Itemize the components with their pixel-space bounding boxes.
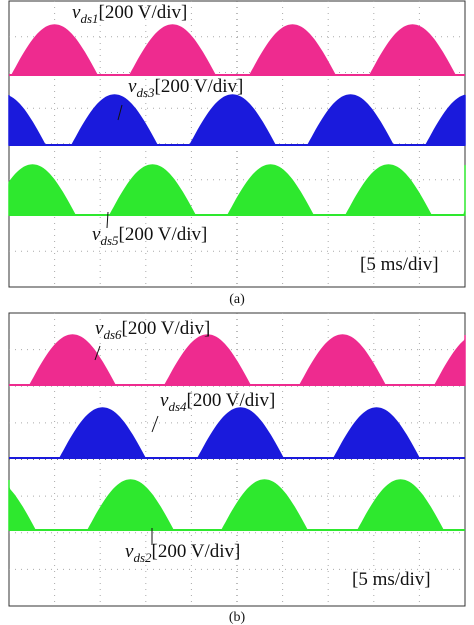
label-subscript: ds5	[100, 233, 119, 248]
label-scale: [200 V/div]	[99, 2, 188, 23]
waveform	[188, 94, 277, 146]
waveform	[196, 407, 285, 459]
channel-label: vds5[200 V/div]	[92, 224, 207, 248]
waveform	[344, 164, 433, 216]
channel-label: vds3[200 V/div]	[128, 76, 243, 100]
waveform	[463, 165, 466, 216]
waveform	[248, 24, 337, 76]
annotations: vds1[200 V/div]vds3[200 V/div]vds5[200 V…	[72, 2, 439, 625]
label-subscript: ds1	[80, 11, 98, 26]
panel-caption: (b)	[229, 610, 246, 625]
label-symbol: v	[160, 390, 169, 411]
channel-label: vds6[200 V/div]	[95, 318, 210, 342]
waveform	[128, 24, 217, 76]
label-subscript: ds6	[103, 327, 122, 342]
label-subscript: ds3	[136, 85, 155, 100]
waveform	[306, 94, 395, 146]
label-scale: [200 V/div]	[122, 318, 211, 339]
label-subscript: ds4	[168, 399, 187, 414]
waveform	[28, 334, 117, 386]
label-symbol: v	[95, 318, 104, 339]
waveform	[220, 479, 309, 531]
waveform	[163, 334, 252, 386]
waveform	[8, 480, 37, 531]
channel-label: vds2[200 V/div]	[125, 541, 240, 565]
label-scale: [200 V/div]	[152, 541, 241, 562]
waveform	[298, 334, 387, 386]
waveform	[8, 164, 77, 216]
waveform	[10, 24, 99, 76]
channel-label: vds4[200 V/div]	[160, 390, 275, 414]
waveform	[226, 164, 315, 216]
waveform	[332, 407, 421, 459]
waveform	[58, 407, 147, 459]
panel-caption: (a)	[229, 292, 245, 307]
label-subscript: ds2	[133, 550, 152, 565]
label-scale: [200 V/div]	[119, 224, 208, 245]
arrow	[94, 345, 101, 361]
arrow	[151, 415, 159, 433]
waveform	[86, 479, 175, 531]
label-symbol: v	[128, 76, 137, 97]
waveform	[356, 479, 445, 531]
label-symbol: v	[125, 541, 134, 562]
waveform	[8, 95, 47, 146]
timebase-label: [5 ms/div]	[360, 254, 439, 275]
waveform	[70, 94, 159, 146]
timebase-label: [5 ms/div]	[352, 569, 431, 590]
label-scale: [200 V/div]	[155, 76, 244, 97]
waveform	[424, 94, 466, 146]
channel-label: vds1[200 V/div]	[72, 2, 187, 26]
label-symbol: v	[92, 224, 101, 245]
label-symbol: v	[72, 2, 81, 23]
label-scale: [200 V/div]	[187, 390, 276, 411]
arrow	[106, 211, 109, 229]
waveforms	[8, 1, 466, 606]
waveform	[368, 24, 457, 76]
waveform	[108, 164, 197, 216]
arrow	[117, 104, 123, 121]
waveform	[433, 335, 466, 386]
